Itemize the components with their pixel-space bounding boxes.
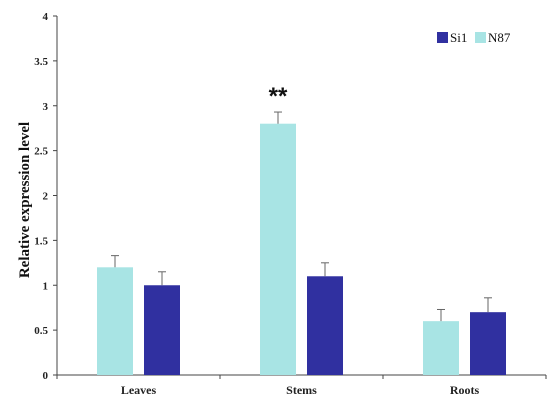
y-tick-label: 0.5 — [34, 325, 48, 337]
x-tick-label: Roots — [450, 383, 480, 397]
bar-si1-stems — [307, 276, 343, 375]
y-tick-label: 3 — [43, 101, 49, 113]
y-tick-label: 1 — [43, 280, 49, 292]
legend-swatch-n87 — [475, 32, 486, 43]
y-tick-label: 4 — [43, 11, 49, 23]
legend-label-si1: Si1 — [450, 30, 467, 45]
y-axis-title: Relative expression level — [17, 122, 33, 278]
plot-area: 0 0.5 1 1.5 2 2.5 3 3.5 4 Leaves Stems Roots ** — [34, 11, 547, 397]
legend-swatch-si1 — [437, 32, 448, 43]
x-tick-label: Leaves — [121, 383, 157, 397]
legend-label-n87: N87 — [488, 30, 511, 45]
bar-n87-leaves — [97, 267, 133, 375]
y-tick-label: 1.5 — [34, 235, 48, 247]
y-tick-label: 2.5 — [34, 146, 48, 158]
x-tick-label: Stems — [286, 383, 317, 397]
bar-n87-stems — [260, 123, 296, 375]
bar-si1-leaves — [144, 285, 180, 375]
significance-annotation: ** — [269, 83, 288, 110]
y-tick-label: 3.5 — [34, 56, 48, 68]
legend: Si1 N87 — [437, 30, 511, 45]
bar-si1-roots — [470, 312, 506, 375]
bar-n87-roots — [423, 321, 459, 375]
y-tick-label: 0 — [43, 370, 49, 382]
y-tick-label: 2 — [43, 191, 49, 203]
